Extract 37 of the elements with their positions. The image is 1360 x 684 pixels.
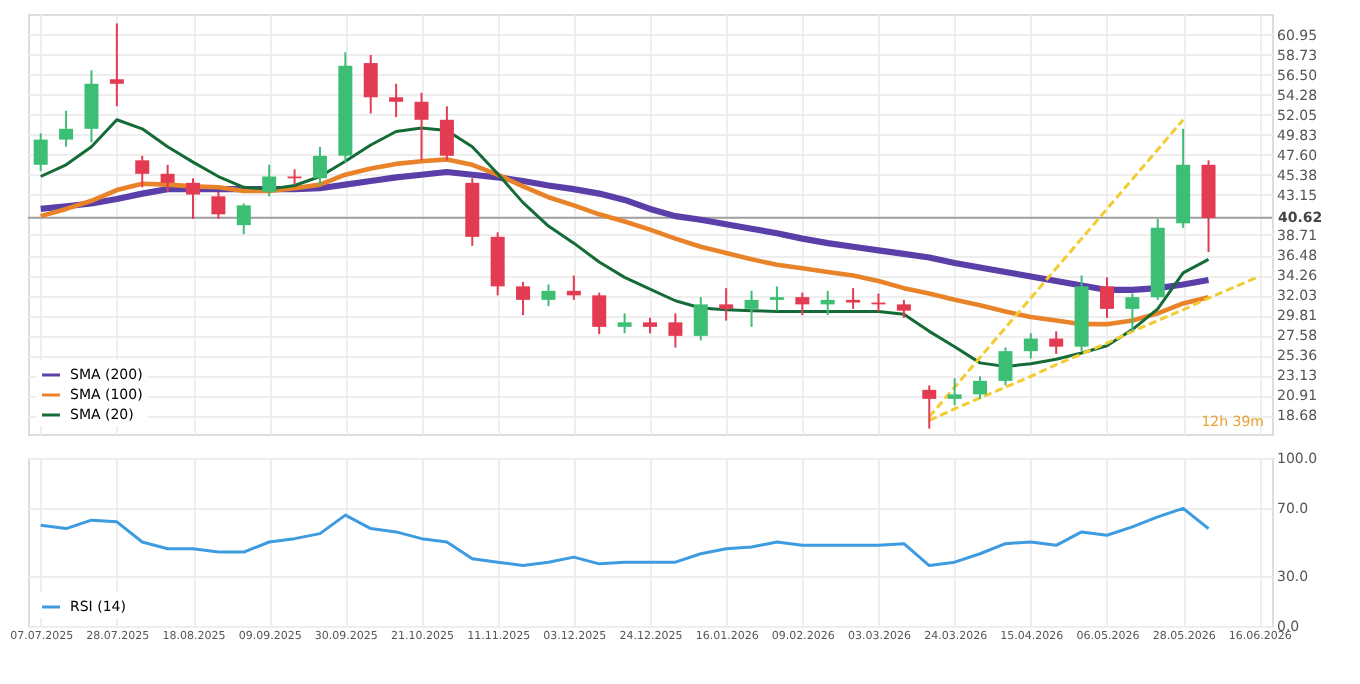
candlestick [84, 69, 99, 144]
candlestick [1049, 330, 1064, 355]
candlestick [1125, 292, 1140, 333]
candlestick [439, 105, 454, 162]
candlestick [769, 285, 784, 312]
candlestick [1023, 332, 1038, 360]
line-series [39, 506, 1211, 568]
candlestick [617, 312, 632, 335]
candlestick [160, 163, 175, 193]
candlestick [312, 145, 327, 187]
candlestick [135, 154, 150, 189]
candlestick [947, 377, 962, 407]
candlestick [846, 287, 861, 310]
candlestick [998, 346, 1013, 387]
candlestick [719, 287, 734, 322]
candlestick [262, 163, 277, 198]
candlestick [211, 190, 226, 220]
line-series [38, 157, 1211, 327]
candlestick [236, 202, 251, 236]
candlestick [186, 177, 201, 220]
candlestick [389, 82, 404, 119]
candlestick [59, 109, 74, 148]
candlestick [668, 312, 683, 349]
candlestick [592, 291, 607, 336]
candlestick [922, 384, 937, 430]
candlestick [516, 280, 531, 317]
candlestick [973, 375, 988, 400]
candlestick [693, 296, 708, 342]
candlestick [795, 291, 810, 317]
candlestick [109, 22, 124, 108]
candlestick [744, 289, 759, 328]
candlestick [541, 283, 556, 308]
candlestick [33, 132, 48, 173]
candlestick [363, 53, 378, 115]
candlestick [896, 298, 911, 319]
candlestick [414, 91, 429, 162]
candlestick [1099, 276, 1114, 319]
